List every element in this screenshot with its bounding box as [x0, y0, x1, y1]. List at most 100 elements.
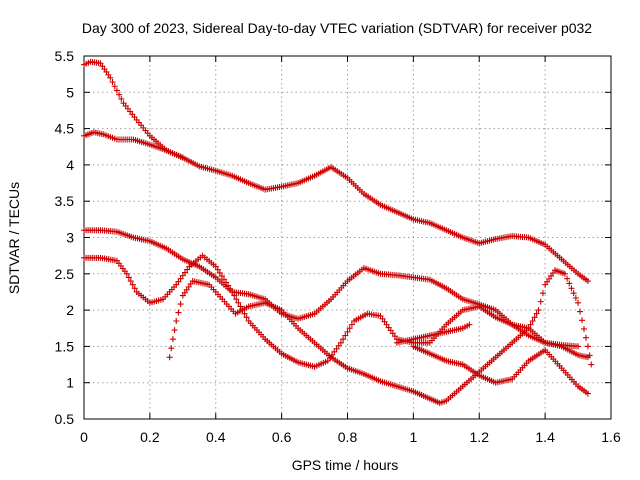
data-point — [123, 270, 130, 277]
y-tick-label: 5 — [66, 84, 74, 100]
data-point — [566, 280, 573, 287]
data-point — [466, 321, 473, 328]
data-point — [335, 342, 342, 349]
data-point — [177, 301, 184, 308]
series-track-7 — [410, 343, 591, 397]
data-point — [223, 279, 230, 286]
y-tick-label: 3.5 — [55, 193, 75, 209]
series-track-4 — [81, 252, 582, 370]
data-point — [231, 292, 238, 299]
data-point — [568, 285, 575, 292]
data-point — [539, 290, 546, 297]
y-tick-label: 3 — [66, 230, 74, 246]
x-tick-label: 1.4 — [535, 429, 555, 445]
data-point — [235, 299, 242, 306]
y-tick-label: 4 — [66, 157, 74, 173]
x-axis-label: GPS time / hours — [292, 457, 399, 473]
x-tick-label: 0.2 — [140, 429, 160, 445]
data-point — [107, 74, 114, 81]
data-point — [586, 352, 593, 359]
data-point — [214, 266, 221, 273]
y-tick-label: 2 — [66, 302, 74, 318]
series-track-2 — [81, 129, 186, 161]
data-point — [175, 278, 182, 285]
data-point — [173, 281, 180, 288]
data-point — [572, 295, 579, 301]
y-tick-label: 1 — [66, 375, 74, 391]
data-point — [175, 309, 182, 316]
data-point — [243, 314, 250, 321]
y-tick-label: 4.5 — [55, 121, 75, 137]
data-point — [125, 274, 132, 281]
data-point — [533, 310, 540, 317]
data-point — [575, 343, 582, 350]
data-point — [177, 275, 184, 282]
data-point — [346, 325, 353, 332]
data-point — [527, 321, 534, 328]
data-point — [225, 282, 232, 289]
data-point — [233, 296, 240, 303]
data-point — [570, 290, 577, 297]
data-point — [337, 339, 344, 346]
data-point — [166, 354, 173, 361]
series-group — [81, 58, 595, 407]
data-point — [577, 308, 584, 315]
series-track-5 — [166, 267, 595, 407]
data-point — [575, 299, 582, 306]
data-point — [184, 266, 191, 273]
data-point — [131, 285, 138, 292]
data-point — [182, 269, 189, 276]
data-point — [116, 91, 123, 98]
data-point — [537, 298, 544, 305]
data-point — [118, 95, 125, 102]
data-point — [218, 273, 225, 280]
data-point — [179, 154, 186, 161]
data-point — [220, 276, 227, 283]
series-track-6 — [393, 321, 473, 346]
data-point — [324, 357, 331, 364]
x-tick-label: 1 — [409, 429, 417, 445]
data-point — [168, 345, 175, 352]
y-tick-label: 2.5 — [55, 266, 75, 282]
data-point — [173, 317, 180, 324]
x-tick-label: 0.6 — [272, 429, 292, 445]
data-point — [229, 288, 236, 295]
data-point — [127, 278, 134, 285]
x-tick-label: 1.6 — [601, 429, 621, 445]
data-point — [580, 325, 587, 332]
data-point — [529, 317, 536, 324]
data-point — [111, 83, 118, 90]
data-point — [348, 321, 355, 328]
data-point — [525, 325, 532, 332]
data-point — [564, 275, 571, 282]
y-tick-label: 1.5 — [55, 338, 75, 354]
data-point — [169, 336, 176, 343]
data-point — [584, 278, 591, 285]
data-point — [342, 332, 349, 339]
data-point — [129, 281, 136, 288]
data-point — [109, 79, 116, 86]
data-point — [179, 272, 186, 279]
data-point — [584, 343, 591, 350]
y-tick-label: 5.5 — [55, 48, 75, 64]
data-point — [333, 345, 340, 352]
data-point — [331, 348, 338, 355]
data-point — [561, 270, 568, 277]
data-point — [216, 269, 223, 276]
x-tick-label: 0 — [80, 429, 88, 445]
y-axis: 0.5 1 1.5 2 2.5 3 3.5 4 4.5 5 5.5 — [55, 48, 611, 427]
x-tick-label: 1.2 — [470, 429, 490, 445]
data-point — [584, 390, 591, 397]
data-point — [340, 336, 347, 343]
data-point — [344, 328, 351, 335]
data-point — [227, 285, 234, 292]
data-point — [579, 317, 586, 324]
data-point — [531, 314, 538, 321]
x-axis: 0 0.2 0.4 0.6 0.8 1 1.2 1.4 1.6 — [80, 56, 621, 445]
y-tick-label: 0.5 — [55, 411, 75, 427]
chart-title: Day 300 of 2023, Sidereal Day-to-day VTE… — [82, 20, 592, 36]
data-point — [535, 307, 542, 314]
data-point — [113, 87, 120, 94]
data-point — [212, 263, 219, 270]
